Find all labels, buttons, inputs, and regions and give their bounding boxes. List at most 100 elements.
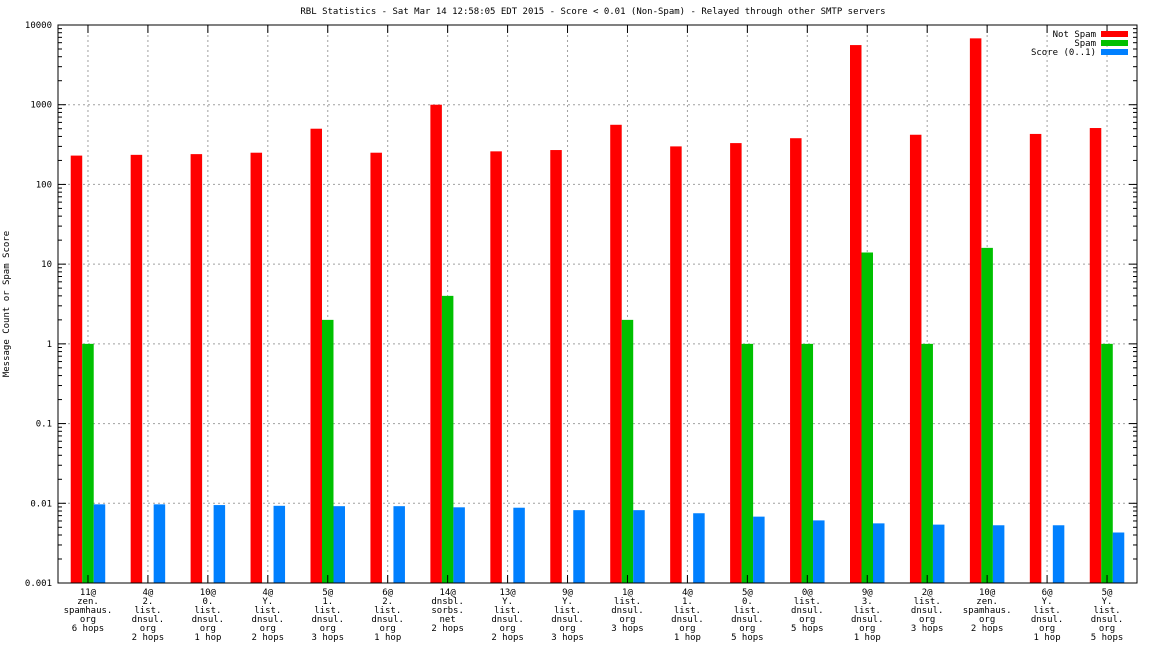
x-tick-label-line: 10@ bbox=[200, 588, 217, 598]
x-tick-label: 10@ zen. spamhaus. org 2 hops bbox=[963, 588, 1012, 634]
x-tick-label-line: Y. bbox=[502, 597, 513, 607]
x-tick-label-line: list. bbox=[734, 606, 761, 616]
x-tick-label-line: dnsul. bbox=[671, 615, 704, 625]
bar-not-spam bbox=[790, 138, 802, 583]
x-tick-label: 5@ 0. list. dnsul. org 5 hops bbox=[731, 588, 764, 643]
plot-frame bbox=[57, 24, 1138, 584]
x-tick-label-line: org bbox=[859, 624, 875, 634]
x-tick-label-line: dnsul. bbox=[192, 615, 225, 625]
y-axis-ticks: 0.001 0.01 0.1 1 10 100 1000 10000 bbox=[25, 21, 1137, 589]
legend-label: Not Spam bbox=[1053, 30, 1096, 40]
bar-not-spam bbox=[909, 134, 922, 583]
bar-score-0-1 bbox=[273, 505, 286, 583]
x-tick-label-line: org bbox=[499, 624, 515, 634]
x-tick-label-line: 5 hops bbox=[731, 633, 764, 643]
x-tick-label-line: 10@ bbox=[979, 588, 996, 598]
x-tick-label-line: list. bbox=[554, 606, 581, 616]
x-tick-label-line: zen. bbox=[77, 597, 99, 607]
bar-not-spam bbox=[190, 154, 203, 583]
x-tick-label-line: 1 hop bbox=[1034, 633, 1061, 643]
x-tick-label-line: org bbox=[619, 615, 635, 625]
bar-not-spam bbox=[70, 155, 83, 583]
bar-score-0-1 bbox=[693, 513, 705, 583]
x-tick-label: 5@ 1. list. dnsul. org 3 hops bbox=[311, 588, 344, 643]
x-tick-label-line: org bbox=[679, 624, 695, 634]
x-tick-label-line: list. bbox=[1093, 606, 1120, 616]
bar-spam bbox=[801, 343, 814, 583]
y-tick-label: 100 bbox=[36, 180, 52, 190]
y-tick-label: 1000 bbox=[30, 101, 52, 111]
bar-spam bbox=[921, 343, 933, 583]
legend-label: Score (0..1) bbox=[1031, 48, 1096, 58]
x-tick-label: 10@ 0. list. dnsul. org 1 hop bbox=[192, 588, 225, 643]
y-tick-label: 1 bbox=[47, 340, 52, 350]
bar-score-0-1 bbox=[633, 510, 645, 583]
x-tick-label-line: 5@ bbox=[322, 588, 333, 598]
x-tick-label: 6@ Y. list. dnsul. org 1 hop bbox=[1031, 588, 1064, 643]
x-tick-label-line: org bbox=[739, 624, 755, 634]
x-tick-label-line: list. bbox=[614, 597, 641, 607]
x-tick-label-line: org bbox=[260, 624, 276, 634]
x-tick-label-line: 6 hops bbox=[72, 624, 105, 634]
y-axis-label: Message Count or Spam Score bbox=[2, 231, 12, 377]
x-tick-label-line: Y. bbox=[1102, 597, 1113, 607]
x-tick-label-line: list. bbox=[1034, 606, 1061, 616]
x-tick-label-line: 2 hops bbox=[491, 633, 524, 643]
x-tick-label-line: Y. bbox=[262, 597, 273, 607]
x-tick-label: 13@ Y. list. dnsul. org 2 hops bbox=[491, 588, 524, 643]
x-tick-label-line: 3 hops bbox=[911, 624, 944, 634]
bar-score-0-1 bbox=[813, 520, 825, 583]
x-tick-label-line: list. bbox=[314, 606, 341, 616]
bars bbox=[70, 38, 1125, 584]
x-tick-label: 4@ Y. list. dnsul. org 2 hops bbox=[252, 588, 285, 643]
x-tick-label: 4@ 2. list. dnsul. org 2 hops bbox=[132, 588, 165, 643]
bar-score-0-1 bbox=[393, 506, 405, 583]
bar-spam bbox=[1101, 343, 1113, 583]
bar-spam bbox=[981, 247, 993, 583]
x-tick-label-line: 5 hops bbox=[791, 624, 824, 634]
bar-not-spam bbox=[969, 38, 982, 583]
x-tick-label-line: 2 hops bbox=[971, 624, 1004, 634]
x-tick-label-line: sorbs. bbox=[431, 606, 464, 616]
bar-not-spam bbox=[550, 150, 562, 583]
bar-score-0-1 bbox=[93, 504, 106, 583]
bar-not-spam bbox=[130, 154, 143, 583]
x-tick-label-line: 2@ bbox=[922, 588, 933, 598]
x-tick-label-line: 4@ bbox=[262, 588, 273, 598]
x-tick-label-line: 9@ bbox=[562, 588, 573, 598]
x-tick-label-line: 3. bbox=[862, 597, 873, 607]
bar-spam bbox=[322, 319, 334, 583]
x-tick-label-line: org bbox=[200, 624, 216, 634]
x-tick-label: 6@ 2. list. dnsul. org 1 hop bbox=[371, 588, 404, 643]
x-tick-label-line: 4@ bbox=[142, 588, 153, 598]
legend-label: Spam bbox=[1074, 39, 1096, 49]
x-tick-label-line: spamhaus. bbox=[64, 606, 113, 616]
x-tick-label-line: 6@ bbox=[1042, 588, 1053, 598]
x-tick-label-line: 3 hops bbox=[551, 633, 584, 643]
x-tick-label-line: 1. bbox=[322, 597, 333, 607]
x-tick-label-line: 0. bbox=[202, 597, 213, 607]
bar-not-spam bbox=[730, 143, 742, 584]
bar-not-spam bbox=[250, 152, 263, 583]
x-tick-label-line: list. bbox=[194, 606, 221, 616]
bar-not-spam bbox=[430, 104, 442, 583]
x-tick-label: 1@ list. dnsul. org 3 hops bbox=[611, 588, 644, 634]
x-tick-label: 0@ list. dnsul. org 5 hops bbox=[791, 588, 824, 634]
x-tick-label-line: 9@ bbox=[862, 588, 873, 598]
x-tick-label-line: list. bbox=[914, 597, 941, 607]
bar-score-0-1 bbox=[153, 504, 166, 583]
chart-title: RBL Statistics - Sat Mar 14 12:58:05 EDT… bbox=[300, 7, 885, 17]
bar-score-0-1 bbox=[1052, 525, 1065, 583]
bar-score-0-1 bbox=[573, 510, 585, 583]
x-tick-label-line: dnsul. bbox=[252, 615, 285, 625]
x-tick-label-line: Y. bbox=[562, 597, 573, 607]
x-tick-label: 4@ 1. list. dnsul. org 1 hop bbox=[671, 588, 704, 643]
bar-not-spam bbox=[490, 151, 502, 583]
x-tick-label-line: 6@ bbox=[382, 588, 393, 598]
x-tick-label-line: list. bbox=[134, 606, 161, 616]
x-tick-label-line: org bbox=[1039, 624, 1055, 634]
x-tick-label-line: 11@ bbox=[80, 588, 97, 598]
legend-swatch bbox=[1101, 31, 1128, 37]
x-tick-label-line: org bbox=[919, 615, 935, 625]
x-tick-label-line: 14@ bbox=[440, 588, 457, 598]
